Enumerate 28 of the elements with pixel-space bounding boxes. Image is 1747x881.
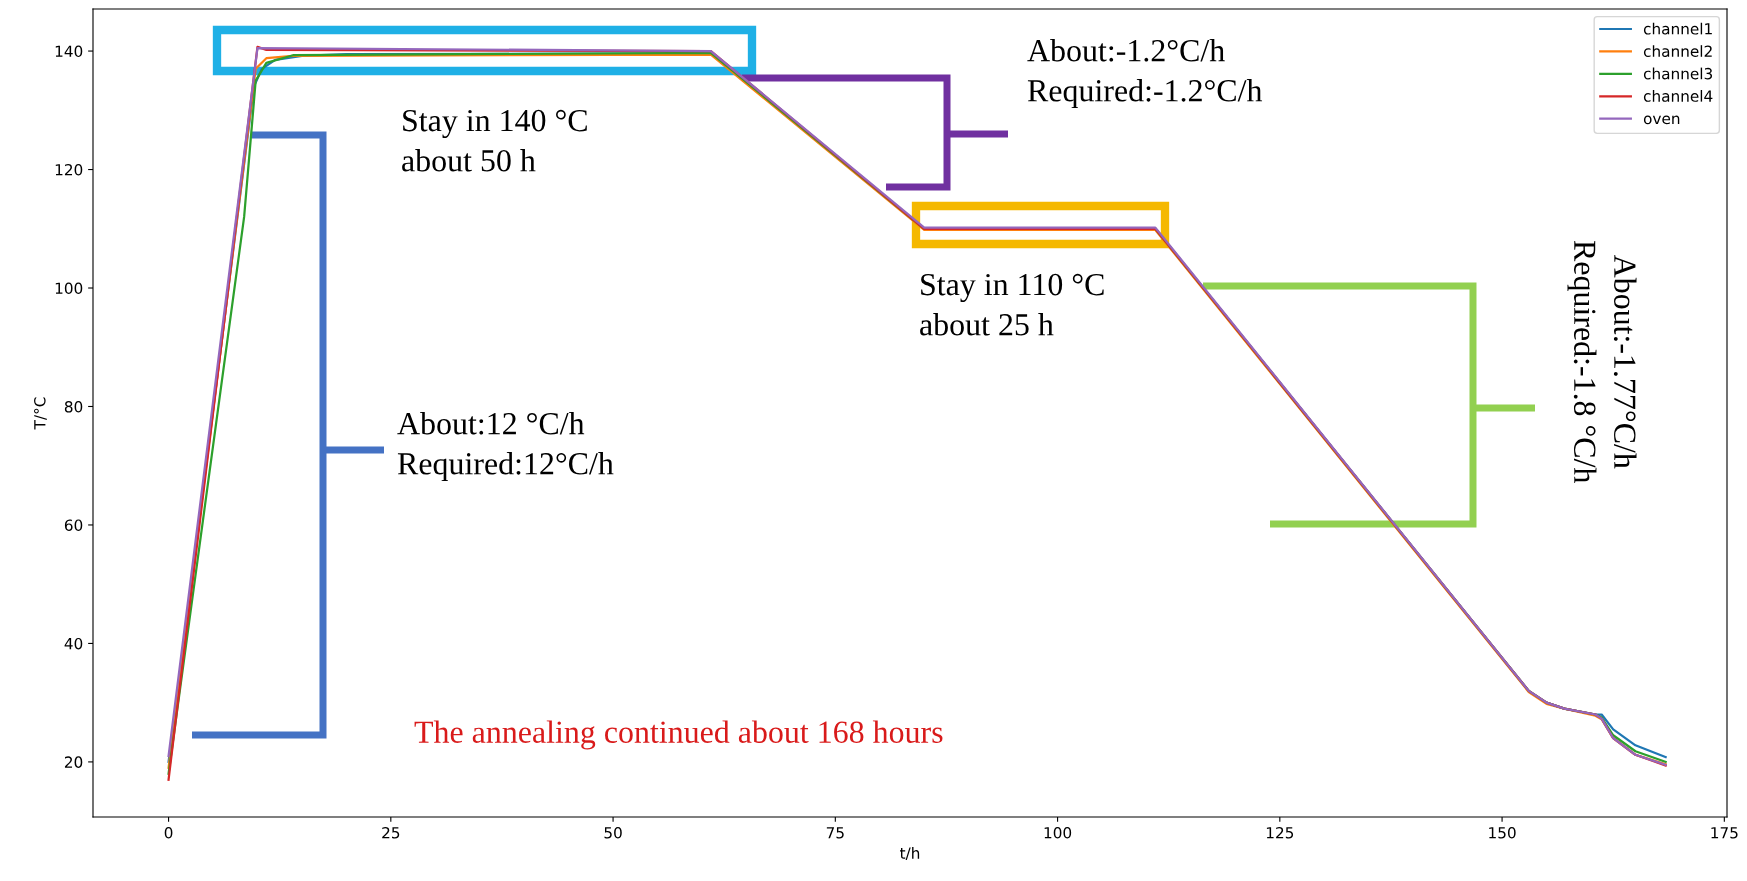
x-tick-label: 0 (164, 826, 173, 839)
y-tick-label: 60 (64, 519, 83, 531)
y-tick-label: 120 (55, 164, 83, 176)
annotation: About:-1.2°C/h Required:-1.2°C/h (1027, 39, 1263, 109)
legend-label: channel1 (1643, 22, 1712, 35)
x-tick-label: 75 (826, 827, 844, 839)
x-tick-label: 150 (1489, 826, 1516, 839)
y-tick-label: 140 (55, 45, 83, 58)
annotation: Stay in 140 °C about 50 h (402, 109, 587, 172)
annotation: Stay in 110 °C about 25 h (920, 273, 1104, 336)
x-tick-label: 25 (382, 826, 400, 839)
annotation: About:12 °C/h Required:12°C/h (397, 412, 614, 482)
legend-label: channel3 (1643, 67, 1713, 80)
x-tick-label: 100 (1044, 826, 1072, 839)
y-tick-label: 20 (64, 756, 83, 768)
annotation: The annealing continued about 168 hours (414, 720, 943, 750)
y-axis-title: T/°C (34, 397, 47, 430)
legend-label: channel4 (1643, 90, 1713, 102)
y-tick-label: 100 (55, 282, 83, 295)
y-tick-label: 40 (64, 637, 83, 650)
annotation: About:-1.77°C/h Required:-1.8 °C/h (1567, 240, 1637, 484)
x-axis-title: t/h (900, 847, 920, 861)
x-tick-label: 50 (604, 826, 622, 839)
y-tick-label: 80 (64, 400, 83, 413)
x-tick-label: 175 (1711, 827, 1738, 839)
legend-label: oven (1643, 115, 1680, 125)
legend-label: channel2 (1643, 45, 1712, 57)
x-tick-label: 125 (1266, 826, 1294, 839)
